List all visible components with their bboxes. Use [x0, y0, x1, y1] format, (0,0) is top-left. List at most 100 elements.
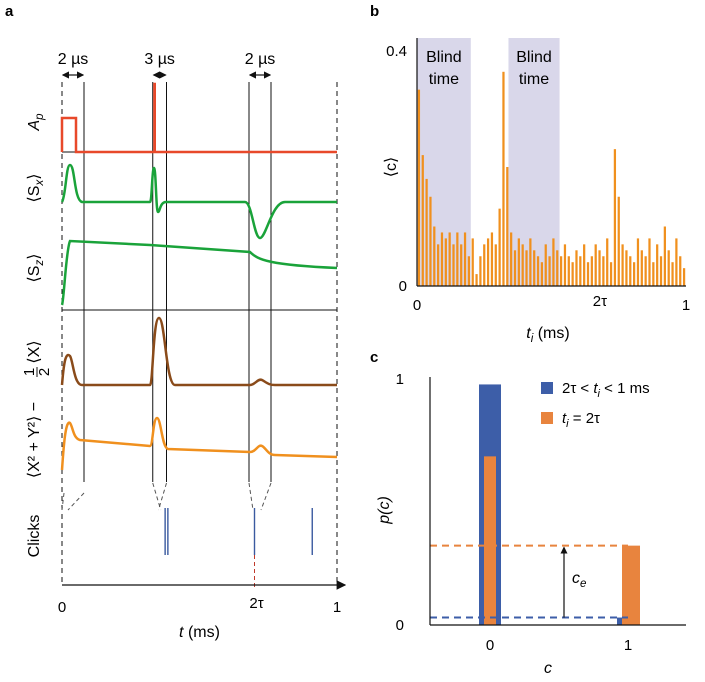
histogram-bar [633, 262, 636, 286]
histogram-bar [613, 149, 617, 286]
y-tick-label: 0 [396, 617, 404, 634]
histogram-bar [667, 250, 670, 286]
time-axis-tick-label: 0 [58, 599, 66, 616]
trace-label-x: ⟨X⟩ [26, 340, 43, 363]
histogram-bar [460, 244, 463, 286]
bar-series-2 [622, 545, 640, 625]
trace-label-x2y2-frac-num: 1 [21, 368, 38, 376]
histogram-bar [571, 262, 574, 286]
histogram-bar [490, 232, 494, 286]
clicks-label: Clicks [26, 515, 43, 558]
histogram-bar [552, 238, 555, 286]
histogram-bar [659, 256, 663, 286]
histogram-bar [517, 238, 520, 286]
trace-label-sx-group: ⟨Sx⟩ [26, 174, 46, 203]
trace-label-sz-group: ⟨Sz⟩ [26, 254, 46, 283]
blind-time-label: Blind [516, 49, 552, 66]
histogram-bar [467, 256, 470, 286]
trace-label-sz: ⟨Sz⟩ [26, 254, 46, 283]
histogram-bar [448, 232, 451, 286]
histogram-bar [417, 89, 421, 287]
zoom-line [67, 492, 85, 511]
histogram-bar [494, 244, 497, 286]
histogram-bar [421, 155, 424, 286]
y-tick-label: 0 [399, 278, 407, 295]
histogram-bar [675, 238, 678, 286]
histogram-bar [640, 250, 643, 286]
histogram-bar [586, 262, 590, 286]
zoom-line [61, 492, 65, 511]
trace-label-x2y2-group: ⟨X² + Y²⟩ − 12 [21, 367, 53, 478]
histogram-bar [656, 244, 659, 286]
time-axis-title: t (ms) [179, 624, 220, 641]
x-tick-label: 0 [413, 297, 421, 314]
histogram-bar [506, 167, 509, 286]
zoom-line [248, 482, 254, 511]
histogram-bar [483, 244, 486, 286]
histogram-bar [621, 244, 624, 286]
blind-time-label: Blind [426, 49, 462, 66]
trace-label-ap: Ap [26, 113, 46, 132]
histogram-bar [548, 256, 551, 286]
histogram-bar [510, 232, 513, 286]
histogram-bar [444, 238, 447, 286]
duration-label: 2 µs [245, 51, 276, 68]
histogram-bar [533, 250, 536, 286]
panel-a-traces: 2 µs 3 µs 2 µs 0 1 2τ t (ms) Ap ⟨Sx⟩ ⟨Sz⟩ ⟨X⟩ ⟨X² +… [21, 51, 347, 641]
histogram-bar [513, 250, 517, 286]
panel-a-label: a [5, 3, 14, 20]
histogram-bar [579, 256, 582, 286]
trace-ap-line [60, 82, 337, 154]
ce-annotation: ce [572, 570, 586, 590]
x-tick-label: 1 [624, 637, 632, 654]
histogram-bar [682, 268, 686, 286]
blind-time-label: time [429, 71, 459, 88]
histogram-bar [429, 196, 432, 286]
histogram-bar [606, 238, 609, 286]
histogram-bar [502, 71, 505, 286]
legend-swatch [541, 382, 553, 394]
trace-label-x2y2: ⟨X² + Y²⟩ − [26, 402, 43, 478]
histogram-bar [583, 244, 586, 286]
panel-c-label: c [370, 349, 378, 366]
histogram-bar [671, 262, 674, 286]
histogram-bar [498, 208, 501, 286]
panel-b-label: b [370, 3, 379, 20]
histogram-bar [625, 250, 628, 286]
histogram-bar [598, 250, 601, 286]
x-tick-label: 1 [682, 297, 690, 314]
y-axis-title-group: p(c) [376, 496, 393, 525]
time-axis-tick-label: 1 [333, 599, 341, 616]
histogram-bar [486, 238, 490, 286]
histogram-bar [437, 244, 440, 286]
trace-x-line [60, 316, 337, 387]
y-axis-title: p(c) [376, 496, 393, 525]
trace-label-x-group: ⟨X⟩ [26, 340, 43, 363]
histogram-bar [456, 232, 459, 286]
histogram-bar [617, 196, 620, 286]
histogram-bar [602, 256, 605, 286]
y-axis-title-group: ⟨c⟩ [383, 157, 400, 177]
legend-entry: ti = 2τ [562, 410, 600, 430]
two-tau-tick-label: 2τ [249, 595, 263, 612]
histogram-bar [575, 250, 578, 286]
trace-x2y2-line [60, 416, 338, 471]
histogram-bar [679, 256, 682, 286]
histogram-bar [563, 244, 567, 286]
x-tick-label: 0 [486, 637, 494, 654]
histogram-bar [559, 256, 563, 286]
trace-sz-line [60, 239, 338, 306]
histogram-bar [525, 250, 528, 286]
histogram-bar [629, 256, 632, 286]
histogram-bar [609, 262, 613, 286]
legend-swatch [541, 412, 553, 424]
histogram-bar [440, 232, 444, 286]
histogram-bar [544, 244, 547, 286]
histogram-bar [471, 238, 474, 286]
histogram-bar [425, 178, 428, 286]
zoom-line [158, 482, 167, 511]
histogram-bar [536, 256, 540, 286]
histogram-bar [540, 262, 544, 286]
y-tick-label: 1 [396, 371, 404, 388]
